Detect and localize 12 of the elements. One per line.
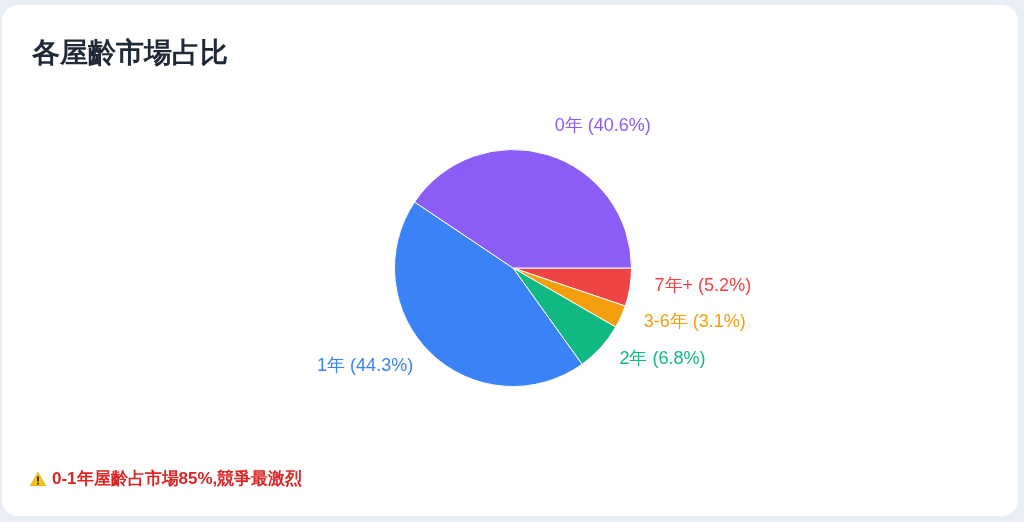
data-label: (44.3%) <box>350 355 414 376</box>
slice-label: 3-6年 <box>643 311 688 332</box>
chart-title: 各屋齡市場占比 <box>32 36 228 70</box>
data-label: (40.6%) <box>587 114 651 135</box>
slice-label: 7年+ <box>654 275 694 296</box>
slice-label: 2年 <box>619 348 648 369</box>
data-label: (3.1%) <box>692 311 746 332</box>
data-label: (6.8%) <box>652 348 706 369</box>
data-label: (5.2%) <box>698 275 752 296</box>
slice-label: 0年 <box>554 114 583 135</box>
text: 0-1年屋齡占市場85%,競爭最激烈 <box>52 468 303 490</box>
slice-label: 1年 <box>317 355 346 376</box>
